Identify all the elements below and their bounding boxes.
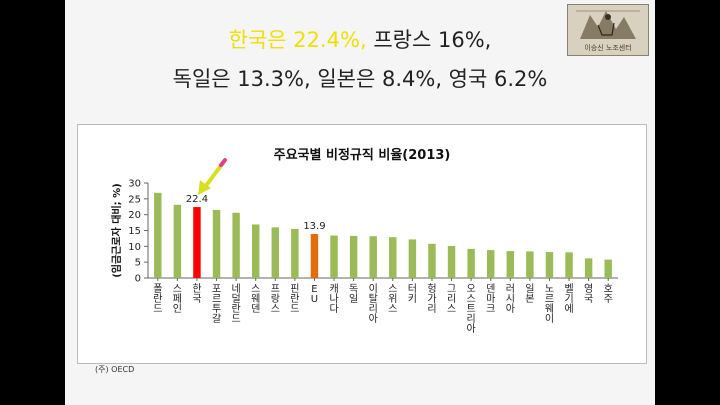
chart-title: 주요국별 비정규직 비율(2013)	[274, 147, 451, 163]
bar	[408, 239, 417, 278]
data-label: 13.9	[303, 221, 325, 232]
y-tick-label: 15	[128, 226, 141, 237]
bar	[173, 204, 182, 278]
y-tick-label: 0	[135, 274, 141, 285]
headline-rest: 프랑스 16%,	[366, 28, 492, 52]
headline-highlight: 한국은 22.4%,	[228, 28, 367, 52]
logo-drawing-icon	[568, 5, 648, 43]
bar	[545, 252, 554, 278]
bar	[212, 209, 221, 278]
headline-line-1: 한국은 22.4%, 프랑스 16%,	[65, 24, 655, 54]
bar-chart: 주요국별 비정규직 비율(2013) (임금근로자 대비; %) 0 5 10 15 20 2…	[110, 147, 618, 335]
bar	[486, 250, 495, 278]
y-tick-label: 10	[128, 242, 141, 253]
bar	[526, 251, 534, 278]
bar	[506, 251, 515, 278]
bar	[428, 243, 436, 278]
chart-card: 주요국별 비정규직 비율(2013) (임금근로자 대비; %) 0 5 10 15 20 2…	[77, 124, 647, 364]
bar	[467, 248, 475, 278]
bar	[251, 224, 260, 278]
bar	[154, 192, 162, 278]
bar	[193, 207, 201, 278]
bar	[271, 227, 280, 278]
y-axis-label: (임금근로자 대비; %)	[110, 183, 123, 278]
bar	[584, 258, 593, 278]
bar	[604, 259, 612, 278]
bar	[389, 237, 397, 278]
bar	[291, 228, 299, 278]
logo-image: 이승신 노조센터	[567, 4, 649, 56]
data-label: 22.4	[186, 194, 208, 205]
bar	[330, 235, 338, 278]
source-note: (주) OECD	[95, 365, 135, 374]
bar	[310, 233, 319, 278]
highlight-arrow-icon	[197, 158, 227, 196]
bar	[349, 235, 358, 278]
y-tick-label: 20	[128, 210, 141, 221]
y-tick-label: 5	[135, 258, 141, 269]
y-tick-label: 25	[128, 194, 141, 205]
bar	[447, 246, 456, 278]
slide: 한국은 22.4%, 프랑스 16%, 독일은 13.3%, 일본은 8.4%,…	[65, 0, 655, 405]
headline-line-2: 독일은 13.3%, 일본은 8.4%, 영국 6.2%	[172, 67, 548, 91]
bar	[369, 236, 377, 278]
bar	[565, 252, 573, 278]
logo-caption: 이승신 노조센터	[584, 44, 632, 52]
bar	[232, 212, 240, 278]
y-tick-label: 30	[128, 179, 141, 190]
